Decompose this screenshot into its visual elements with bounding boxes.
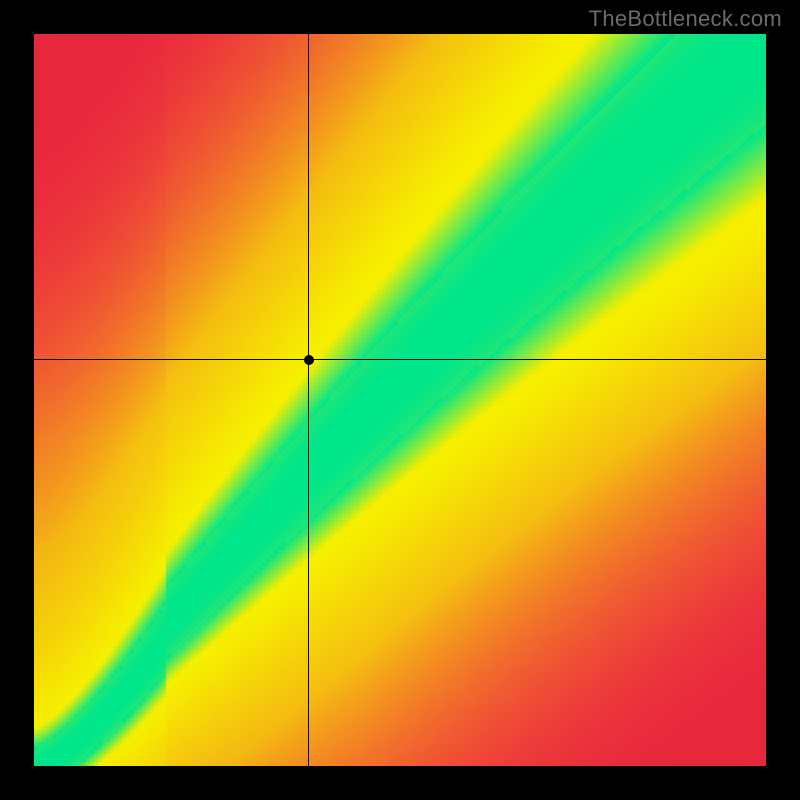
crosshair-horizontal <box>34 359 766 360</box>
crosshair-vertical <box>308 34 309 766</box>
marker-dot <box>304 355 314 365</box>
heatmap-plot <box>34 34 766 766</box>
heatmap-canvas <box>34 34 766 766</box>
watermark-text: TheBottleneck.com <box>589 6 782 32</box>
